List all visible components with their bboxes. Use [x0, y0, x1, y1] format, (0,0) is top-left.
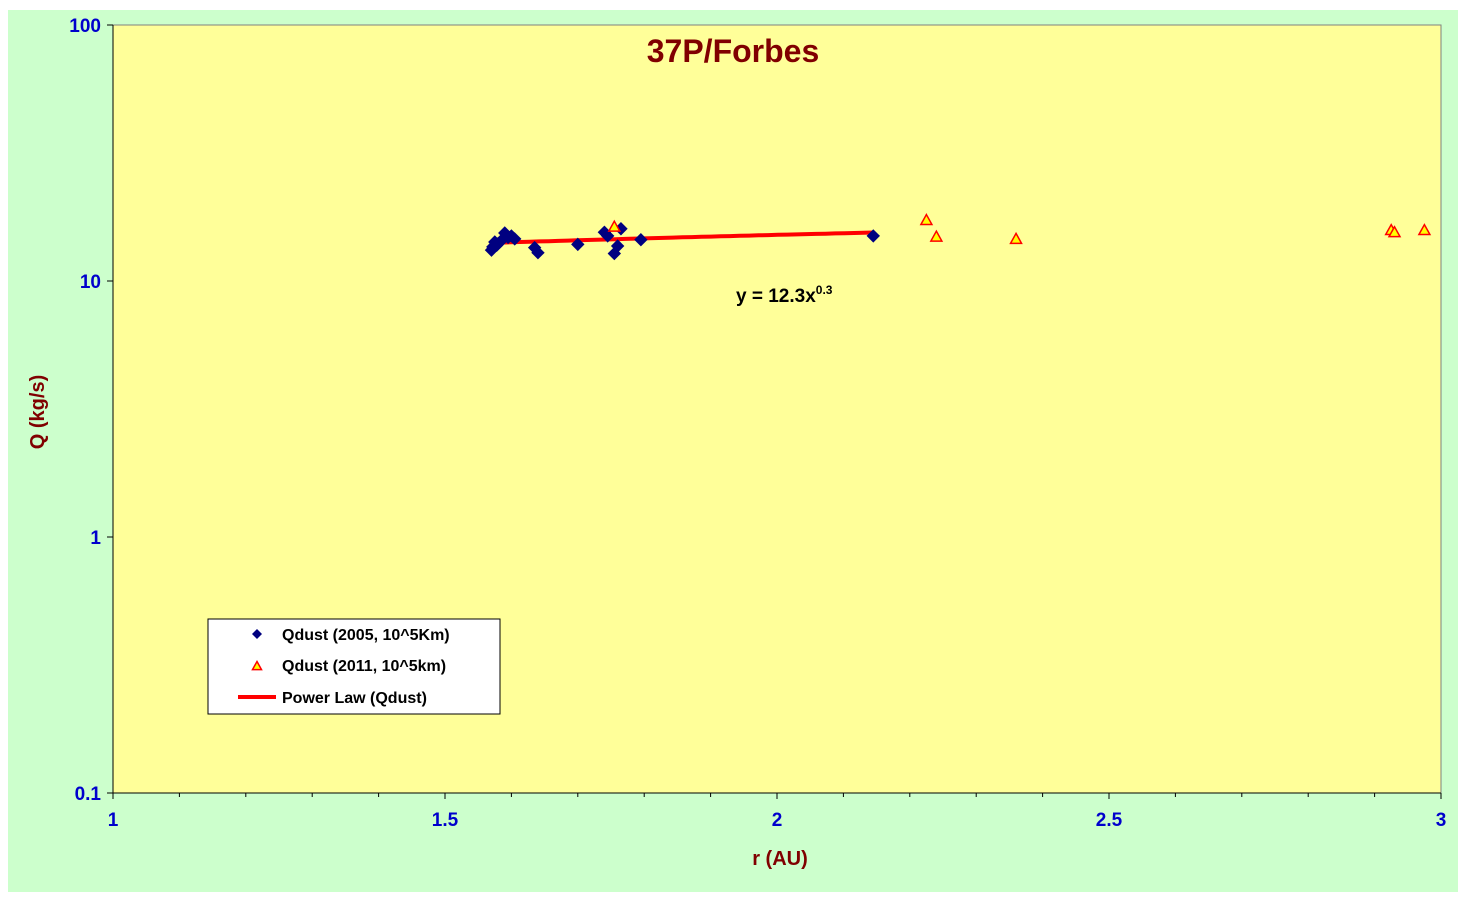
data-point-2005: [600, 229, 615, 243]
equation-exponent: 0.3: [816, 283, 833, 297]
data-point-2011: [929, 229, 944, 242]
data-point-2005: [634, 232, 648, 247]
x-tick-label: 3: [1436, 810, 1447, 831]
x-tick-label: 1: [108, 810, 119, 831]
y-tick-label: 10: [80, 272, 101, 293]
x-tick-label: 2: [772, 810, 783, 831]
trendline-equation: y = 12.3x0.3: [736, 283, 833, 307]
legend: Qdust (2005, 10^5Km) Qdust (2011, 10^5km…: [207, 618, 501, 715]
x-axis-title: r (AU): [752, 848, 808, 870]
chart-title: 37P/Forbes: [647, 33, 820, 69]
equation-base: y = 12.3x: [736, 286, 816, 307]
data-point-2005: [508, 232, 522, 246]
legend-marker-2005: [252, 629, 262, 639]
trendline-layer: [491, 230, 874, 245]
data-point-2005: [866, 229, 880, 243]
series-2005-layer: [484, 222, 880, 261]
x-tick-label: 2.5: [1096, 810, 1123, 831]
x-axis: 1 1.5 2 2.5 3: [108, 792, 1447, 831]
data-point-2011: [1009, 231, 1023, 245]
y-tick-label: 0.1: [75, 784, 102, 805]
data-point-2011: [1387, 225, 1402, 238]
legend-label-fit: Power Law (Qdust): [282, 690, 427, 707]
data-point-2005: [571, 237, 585, 252]
data-point-2011: [1417, 223, 1432, 236]
y-tick-label: 100: [69, 16, 101, 37]
legend-marker-2011: [251, 659, 263, 671]
legend-label-2005: Qdust (2005, 10^5Km): [282, 627, 450, 644]
y-axis: 0.1 1 10 100: [69, 16, 114, 805]
data-point-2011: [919, 213, 934, 226]
data-point-2011: [607, 219, 622, 232]
power-law-fit-line: [491, 230, 874, 245]
data-point-2005: [610, 239, 625, 253]
data-point-2005: [531, 245, 545, 260]
y-axis-title: Q (kg/s): [27, 375, 49, 449]
y-tick-label: 1: [90, 528, 101, 549]
legend-label-2011: Qdust (2011, 10^5km): [282, 658, 446, 675]
x-tick-label: 1.5: [432, 810, 459, 831]
series-2011-layer: [607, 213, 1432, 245]
